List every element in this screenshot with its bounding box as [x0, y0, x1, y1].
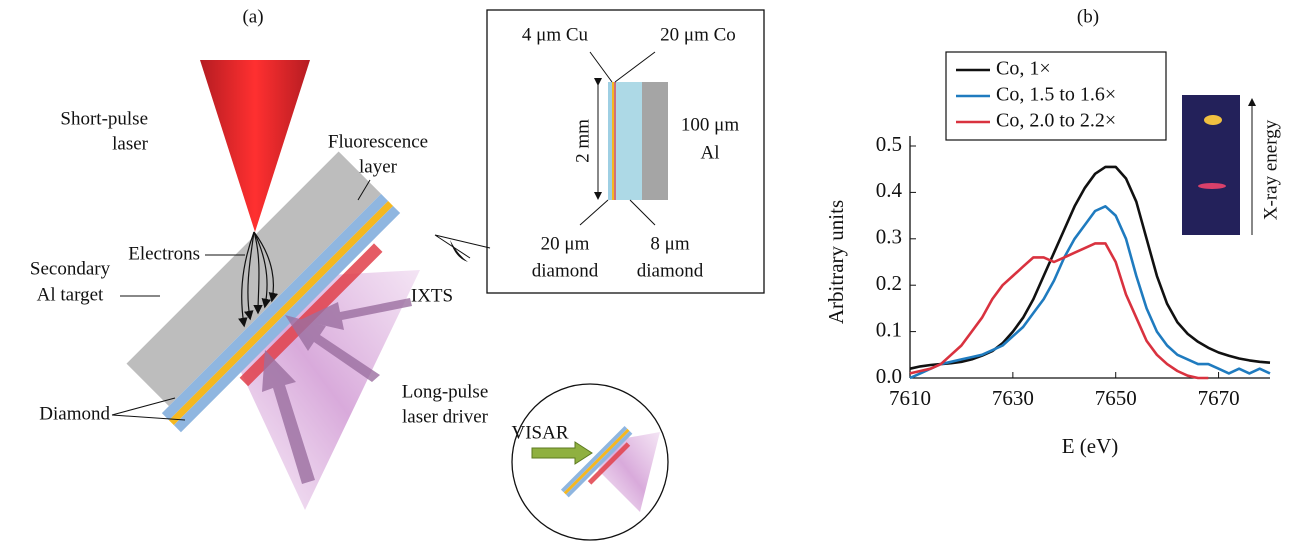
- visar-arrow: [532, 442, 592, 464]
- label: 2 mm: [572, 119, 593, 163]
- label: VISAR: [511, 422, 568, 443]
- label: Diamond: [39, 403, 110, 424]
- label: IXTS: [411, 285, 453, 306]
- label: Secondary: [30, 258, 111, 279]
- label: Short-pulse: [60, 108, 148, 129]
- chart-title: (b): [1077, 6, 1099, 27]
- label: 100 μm: [681, 114, 739, 135]
- al-layer: [642, 82, 668, 200]
- y-tick-label: 0.5: [876, 132, 902, 156]
- label: 4 μm Cu: [522, 24, 589, 45]
- diamond-8: [616, 82, 642, 200]
- diamond-20: [608, 82, 612, 200]
- x-tick-label: 7650: [1095, 386, 1137, 410]
- panel-label: (a): [242, 6, 263, 27]
- y-tick-label: 0.0: [876, 364, 902, 388]
- label: 8 μm: [650, 233, 689, 254]
- leader: [590, 52, 655, 82]
- label: laser driver: [402, 406, 489, 427]
- label: 20 μm Co: [660, 24, 736, 45]
- x-tick-label: 7670: [1198, 386, 1240, 410]
- label: diamond: [637, 260, 704, 281]
- figure: (a) Short-pulse laser Electrons Fluoresc…: [0, 0, 1304, 542]
- label: diamond: [532, 260, 599, 281]
- label: Fluorescence: [328, 131, 428, 152]
- label: Al: [701, 142, 720, 163]
- x-tick-label: 7630: [992, 386, 1034, 410]
- inset-label: X-ray energy: [1260, 119, 1281, 220]
- label: Electrons: [128, 243, 200, 264]
- label: laser: [112, 133, 149, 154]
- y-tick-label: 0.4: [876, 178, 903, 202]
- eye-icon: [435, 235, 490, 258]
- legend-label: Co, 2.0 to 2.2×: [996, 110, 1116, 132]
- legend-label: Co, 1.5 to 1.6×: [996, 84, 1116, 106]
- series-line: [910, 243, 1208, 378]
- detector-spot: [1198, 183, 1226, 189]
- detector-spot: [1204, 115, 1222, 125]
- y-tick-label: 0.2: [876, 271, 902, 295]
- legend-label: Co, 1×: [996, 58, 1051, 80]
- x-tick-label: 7610: [889, 386, 931, 410]
- label: Al target: [37, 284, 104, 305]
- label: layer: [359, 156, 398, 177]
- y-tick-label: 0.3: [876, 225, 902, 249]
- label: 20 μm: [541, 233, 590, 254]
- y-tick-label: 0.1: [876, 317, 902, 341]
- y-axis-label: Arbitrary units: [824, 200, 848, 324]
- x-axis-label: E (eV): [1062, 434, 1119, 458]
- leader: [580, 200, 655, 225]
- label: Long-pulse: [402, 381, 489, 402]
